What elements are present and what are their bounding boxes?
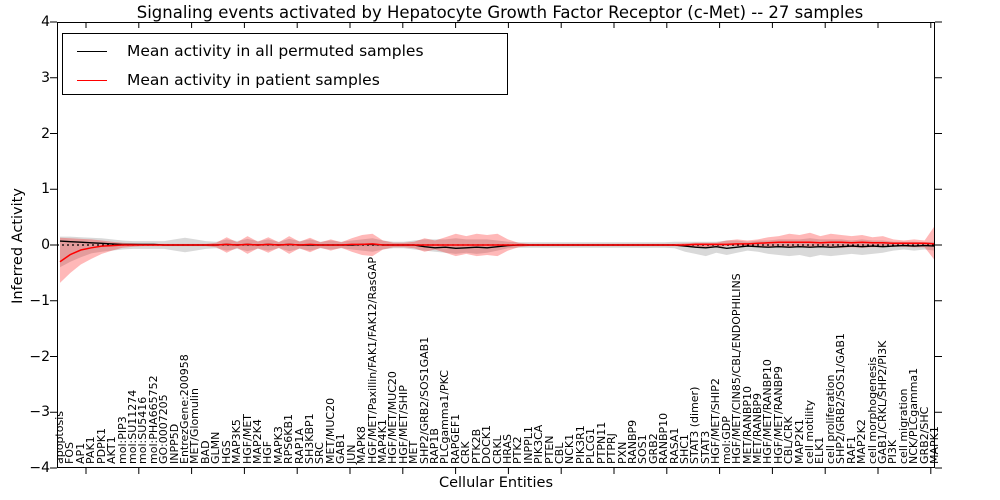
legend-line-black-icon	[77, 50, 107, 52]
y-tick-label: 2	[41, 125, 50, 142]
legend-label-permuted: Mean activity in all permuted samples	[127, 42, 424, 60]
legend-entry-permuted: Mean activity in all permuted samples	[63, 36, 424, 66]
y-tick-label: 1	[41, 181, 50, 198]
chart-title: Signaling events activated by Hepatocyte…	[136, 3, 864, 22]
legend-entry-patient: Mean activity in patient samples	[63, 65, 380, 95]
y-tick-label: −3	[29, 404, 50, 421]
legend-label-patient: Mean activity in patient samples	[127, 71, 380, 89]
patient-std-band	[60, 225, 935, 283]
y-tick-label: 0	[41, 237, 50, 253]
y-tick-label: −2	[29, 348, 50, 365]
legend-line-red-icon	[77, 79, 107, 81]
plot-frame	[57, 22, 935, 468]
legend-box: Mean activity in all permuted samples Me…	[62, 33, 508, 95]
x-axis-label: Cellular Entities	[438, 475, 554, 491]
y-tick-label: −4	[29, 460, 50, 476]
x-category-label: MAPK1	[928, 426, 941, 464]
y-tick-label: −1	[29, 292, 50, 309]
y-tick-label: 3	[41, 69, 50, 86]
patient-mean-line	[59, 241, 936, 263]
y-tick-label: 4	[41, 14, 50, 30]
